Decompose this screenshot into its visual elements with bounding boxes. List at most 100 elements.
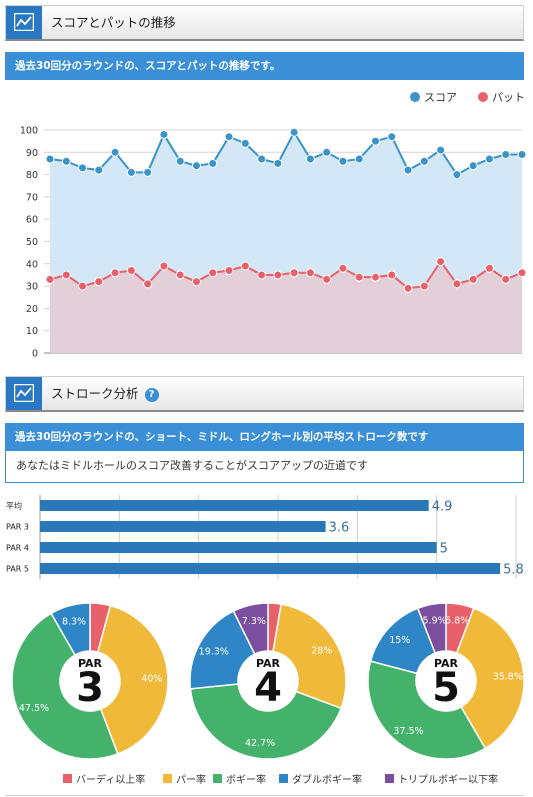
legend-score-marker bbox=[410, 92, 420, 102]
score-putt-banner: 過去30回分のラウンドの、スコアとパットの推移です。 bbox=[5, 52, 524, 80]
bar-value-label: 3.6 bbox=[329, 521, 350, 536]
putt-point bbox=[257, 270, 267, 280]
putt-point bbox=[94, 277, 104, 287]
score-point bbox=[191, 161, 201, 171]
pie-center-number: 3 bbox=[76, 665, 104, 711]
stroke-analysis-section-header: ストローク分析? bbox=[5, 376, 524, 412]
putt-point bbox=[240, 261, 250, 271]
legend-putt-marker bbox=[478, 92, 488, 102]
putt-point bbox=[403, 283, 413, 293]
bar bbox=[40, 563, 501, 574]
pie-center-number: 4 bbox=[254, 665, 282, 711]
bar-category-label: 平均 bbox=[6, 501, 22, 511]
divider bbox=[5, 795, 524, 796]
bar-value-label: 5.8 bbox=[503, 563, 524, 578]
putt-point bbox=[484, 263, 494, 273]
section-title: スコアとパットの推移 bbox=[51, 15, 176, 30]
pie-slice-label: 28% bbox=[311, 646, 332, 657]
pie-slice-label: 5.8% bbox=[445, 616, 469, 627]
pie-slice-label: 8.3% bbox=[62, 617, 86, 628]
score-point bbox=[468, 161, 478, 171]
putt-point bbox=[371, 272, 381, 282]
legend-swatch bbox=[279, 774, 288, 783]
average-stroke-bar-chart: 平均 4.9 PAR 3 3.6 PAR 4 5 PAR 5 5.8 bbox=[6, 495, 524, 579]
putt-point bbox=[78, 281, 88, 291]
score-point bbox=[371, 136, 381, 146]
putt-point bbox=[387, 270, 397, 280]
putt-point bbox=[224, 265, 234, 275]
y-tick-label: 80 bbox=[26, 170, 38, 181]
legend-label: パー率 bbox=[176, 773, 206, 786]
pie-slice-label: 47.5% bbox=[19, 703, 49, 714]
y-tick-label: 50 bbox=[26, 237, 38, 248]
score-point bbox=[240, 138, 250, 148]
putt-point bbox=[143, 279, 153, 289]
putt-point bbox=[110, 268, 120, 278]
pie-slice-label: 7.3% bbox=[242, 616, 266, 627]
score-point bbox=[61, 156, 71, 166]
pie-slice-label: 42.7% bbox=[245, 738, 275, 749]
putt-point bbox=[517, 268, 527, 278]
score-point bbox=[436, 145, 446, 155]
pie-center bbox=[60, 651, 120, 711]
y-tick-label: 10 bbox=[26, 326, 38, 337]
bar bbox=[40, 500, 429, 511]
score-point bbox=[289, 127, 299, 137]
pie-slice-label: 35.8% bbox=[493, 671, 523, 682]
score-point bbox=[257, 154, 267, 164]
score-point bbox=[322, 147, 332, 157]
pie-slice-label: 19.3% bbox=[199, 646, 229, 657]
bar-category-label: PAR 4 bbox=[6, 544, 29, 553]
score-point bbox=[305, 154, 315, 164]
legend-label: トリプルボギー以下率 bbox=[398, 773, 498, 786]
help-icon[interactable]: ? bbox=[144, 387, 159, 402]
pie-center-label: PAR bbox=[434, 657, 459, 670]
legend-label: ボギー率 bbox=[226, 773, 266, 786]
score-point bbox=[45, 154, 55, 164]
legend-putt-label: パット bbox=[492, 91, 525, 104]
score-point bbox=[338, 156, 348, 166]
y-tick-label: 60 bbox=[26, 215, 38, 226]
y-tick-label: 100 bbox=[20, 126, 38, 137]
bar bbox=[40, 521, 326, 532]
section-title: ストローク分析? bbox=[51, 377, 159, 410]
score-point bbox=[159, 129, 169, 139]
score-point bbox=[484, 154, 494, 164]
score-point bbox=[175, 156, 185, 166]
score-point bbox=[354, 154, 364, 164]
putt-point bbox=[419, 281, 429, 291]
bar-category-label: PAR 5 bbox=[6, 565, 29, 574]
y-tick-label: 90 bbox=[26, 148, 38, 159]
putt-point bbox=[126, 265, 136, 275]
pie-center-label: PAR bbox=[78, 657, 103, 670]
score-point bbox=[387, 132, 397, 142]
score-point bbox=[110, 147, 120, 157]
putt-point bbox=[436, 257, 446, 267]
legend-swatch bbox=[63, 774, 72, 783]
legend-swatch bbox=[213, 774, 222, 783]
y-tick-label: 30 bbox=[26, 282, 38, 293]
putt-point bbox=[305, 268, 315, 278]
y-tick-label: 40 bbox=[26, 259, 38, 270]
pie-center bbox=[416, 651, 476, 711]
legend-label: ダブルボギー率 bbox=[292, 773, 362, 786]
bar bbox=[40, 542, 437, 553]
pie-slice-label: 37.5% bbox=[393, 726, 423, 737]
putt-point bbox=[322, 274, 332, 284]
score-point bbox=[419, 156, 429, 166]
putt-point bbox=[159, 261, 169, 271]
pie-slice-label: 5.9% bbox=[423, 616, 447, 627]
score-point bbox=[273, 158, 283, 168]
putt-point bbox=[501, 274, 511, 284]
section-title-text: ストローク分析 bbox=[51, 386, 139, 401]
score-point bbox=[501, 150, 511, 160]
putt-point bbox=[273, 270, 283, 280]
score-point bbox=[224, 132, 234, 142]
pie-center-label: PAR bbox=[256, 657, 281, 670]
legend-swatch bbox=[163, 774, 172, 783]
score-putt-section-header: スコアとパットの推移 bbox=[5, 5, 524, 41]
y-tick-label: 20 bbox=[26, 304, 38, 315]
